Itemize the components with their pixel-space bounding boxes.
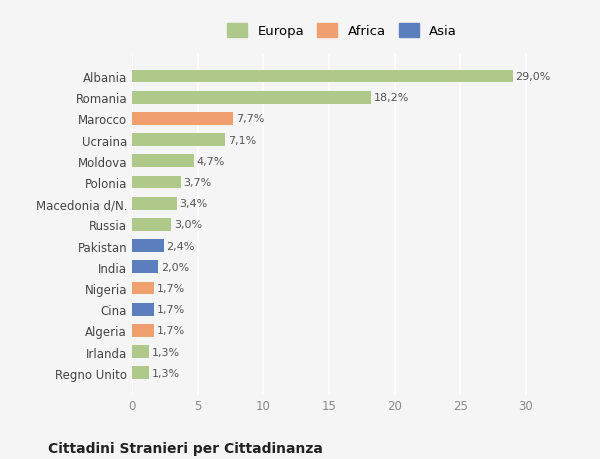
Bar	[132, 240, 163, 252]
Bar	[132, 218, 172, 231]
Text: 3,4%: 3,4%	[179, 199, 208, 209]
Bar	[132, 282, 154, 295]
Bar	[132, 197, 176, 210]
Bar	[132, 325, 154, 337]
Bar	[132, 134, 225, 147]
Text: 4,7%: 4,7%	[196, 157, 224, 167]
Bar	[132, 367, 149, 379]
Text: 2,0%: 2,0%	[161, 262, 189, 272]
Text: 1,3%: 1,3%	[152, 347, 180, 357]
Text: 7,7%: 7,7%	[236, 114, 264, 124]
Bar	[132, 176, 181, 189]
Bar	[132, 261, 158, 274]
Bar	[132, 113, 233, 125]
Text: 3,7%: 3,7%	[183, 178, 211, 188]
Text: 1,7%: 1,7%	[157, 283, 185, 293]
Text: 2,4%: 2,4%	[166, 241, 194, 251]
Bar	[132, 71, 512, 83]
Text: 29,0%: 29,0%	[515, 72, 551, 82]
Text: 1,7%: 1,7%	[157, 326, 185, 336]
Text: 1,3%: 1,3%	[152, 368, 180, 378]
Text: 7,1%: 7,1%	[228, 135, 256, 146]
Legend: Europa, Africa, Asia: Europa, Africa, Asia	[220, 17, 464, 45]
Text: 18,2%: 18,2%	[373, 93, 409, 103]
Text: 3,0%: 3,0%	[174, 220, 202, 230]
Text: 1,7%: 1,7%	[157, 304, 185, 314]
Bar	[132, 303, 154, 316]
Bar	[132, 92, 371, 104]
Text: Cittadini Stranieri per Cittadinanza: Cittadini Stranieri per Cittadinanza	[48, 441, 323, 454]
Bar	[132, 346, 149, 358]
Bar	[132, 155, 194, 168]
